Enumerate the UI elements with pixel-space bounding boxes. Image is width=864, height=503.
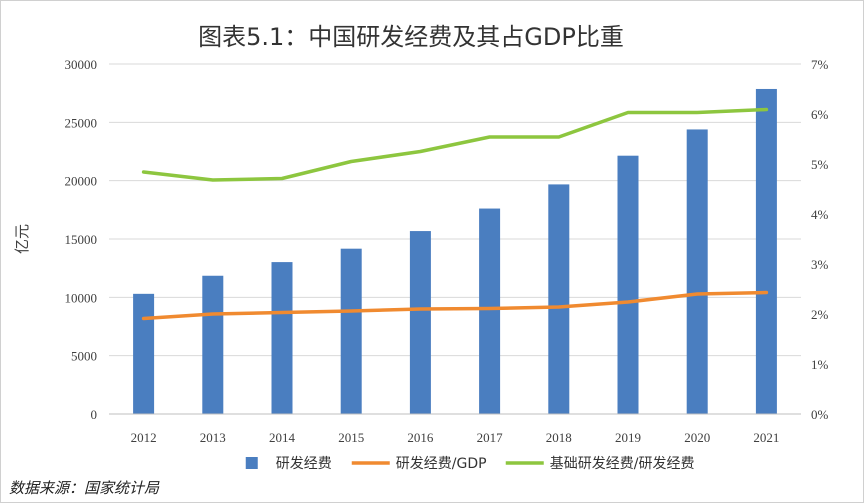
legend: 研发经费 研发经费/GDP 基础研发经费/研发经费: [245, 455, 695, 472]
y2-tick-label: 3%: [811, 257, 829, 272]
y-tick-label: 15000: [65, 232, 98, 247]
bar: [548, 184, 570, 414]
axes: 0 5000 10000 15000 20000 25000 30000 0% 1% 2% 3% 4%…: [65, 57, 829, 445]
y-tick-label: 0: [91, 407, 98, 422]
y-axis-label: 亿元: [13, 224, 31, 254]
series-line: [141, 290, 769, 321]
y-tick-label: 20000: [65, 174, 98, 189]
x-tick-label: 2016: [407, 430, 434, 445]
y-tick-label: 5000: [71, 349, 97, 364]
x-tick-label: 2021: [753, 430, 779, 445]
y2-tick-label: 2%: [811, 307, 829, 322]
legend-swatch: [245, 457, 258, 469]
y-tick-label: 30000: [65, 57, 98, 72]
bar: [271, 262, 293, 414]
x-tick-label: 2019: [615, 430, 641, 445]
y-tick-label: 25000: [65, 115, 98, 130]
x-tick-label: 2018: [546, 430, 572, 445]
y2-tick-label: 5%: [811, 157, 829, 172]
source-note: 数据来源：国家统计局: [9, 479, 160, 497]
y2-tick-label: 1%: [811, 357, 829, 372]
y2-tick-label: 7%: [811, 57, 829, 72]
legend-label: 研发经费/GDP: [396, 456, 487, 472]
legend-label: 研发经费: [276, 456, 332, 472]
x-tick-label: 2013: [200, 430, 226, 445]
bar: [133, 293, 155, 414]
bar: [409, 231, 431, 414]
bar: [755, 88, 777, 414]
bar: [617, 155, 639, 414]
x-tick-label: 2017: [477, 430, 504, 445]
x-tick-label: 2014: [269, 430, 296, 445]
bar-series: [133, 88, 777, 414]
bar: [202, 275, 224, 414]
y-tick-label: 10000: [65, 290, 98, 305]
bar: [686, 129, 708, 414]
bar: [479, 208, 501, 414]
y2-tick-label: 4%: [811, 207, 829, 222]
y2-tick-label: 6%: [811, 107, 829, 122]
bar: [340, 248, 362, 414]
legend-label: 基础研发经费/研发经费: [550, 455, 695, 472]
series-line: [141, 107, 769, 182]
x-tick-label: 2015: [338, 430, 364, 445]
x-tick-label: 2012: [131, 430, 157, 445]
y2-tick-label: 0%: [811, 407, 829, 422]
chart-title: 图表5.1：中国研发经费及其占GDP比重: [198, 23, 624, 51]
line-series: [141, 107, 769, 321]
x-tick-label: 2020: [684, 430, 710, 445]
